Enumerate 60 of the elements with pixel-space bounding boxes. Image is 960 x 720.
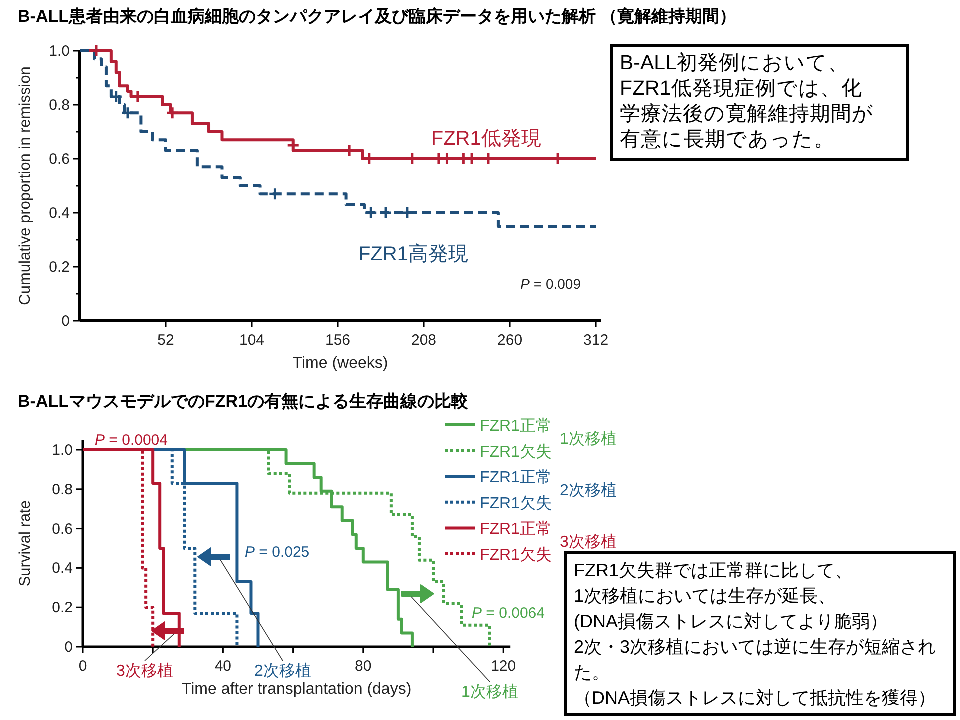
text: 2次・3次移植においては逆に生存が短縮された。 [574, 637, 936, 682]
x-tick-label: 0 [78, 658, 88, 675]
x-tick-label: 104 [239, 332, 265, 349]
y-tick-label: 0.4 [52, 560, 73, 578]
y-tick-label: 0.2 [49, 259, 70, 276]
x-tick-label: 156 [326, 332, 351, 349]
y-tick-label: 0.8 [49, 97, 70, 114]
text: 1次移植 [462, 683, 518, 701]
y-tick-label: 0.4 [49, 205, 70, 222]
series-label: FZR1高発現 [358, 242, 468, 266]
x-tick-label: 260 [498, 332, 523, 349]
point [366, 208, 377, 218]
y-tick-label: 0 [62, 313, 70, 330]
y-tick-label: 1.0 [49, 43, 70, 60]
legend-label: FZR1正常 [480, 417, 552, 435]
chart-title: B-ALLマウスモデルでのFZR1の有無による生存曲線の比較 [18, 392, 470, 411]
y-tick-label: 0.6 [52, 520, 73, 538]
annotation: P = 0.009 [520, 276, 582, 292]
legend-label: FZR1正常 [480, 520, 552, 538]
legend-label: FZR1欠失 [480, 494, 552, 512]
point [270, 188, 281, 200]
x-tick-label: 40 [214, 658, 232, 675]
text: 2次移植 [560, 482, 617, 500]
legend-label: FZR1欠失 [480, 546, 552, 564]
point [122, 108, 134, 119]
chart-title: B-ALL患者由来の白血病細胞のタンパクアレイ及び臨床データを用いた解析 （寛解維持期間） [18, 7, 737, 26]
point [344, 145, 356, 156]
y-axis-title: Survival rate [17, 500, 34, 587]
x-tick-label: 120 [491, 658, 516, 675]
text: (DNA損傷ストレスに対してより脆弱） [574, 612, 888, 632]
annotation: P = 0.025 [245, 544, 310, 561]
text: B-ALL初発例において、FZR1低発現症例では、化学療法後の寛解維持期間が有意に長期であった。 [620, 52, 874, 151]
text: 1次移植においては生存が延長、 [574, 586, 836, 606]
x-tick-label: 312 [584, 332, 609, 349]
x-tick-label: 52 [158, 332, 174, 349]
annotation: P = 0.0064 [472, 605, 545, 622]
y-tick-label: 0 [64, 639, 73, 656]
text: 3次移植 [560, 533, 617, 552]
y-tick-label: 0.6 [49, 151, 70, 168]
point [132, 91, 144, 102]
text: 3次移植 [116, 662, 174, 680]
x-tick-label: 208 [412, 332, 437, 349]
y-tick-label: 0.2 [52, 600, 73, 617]
x-axis-title: Time after transplantation (days) [182, 681, 412, 698]
point [288, 140, 299, 151]
text: （DNA損傷ストレスに対して抵抗性を獲得） [574, 688, 936, 708]
text: 1次移植 [560, 430, 617, 448]
y-axis-title: Cumulative proportion in remission [17, 66, 34, 306]
series-label: FZR1低発現 [431, 128, 542, 150]
y-tick-label: 0.8 [52, 481, 73, 498]
x-axis-title: Time (weeks) [292, 355, 388, 372]
legend-label: FZR1欠失 [480, 442, 552, 461]
text: FZR1欠失群では正常群に比して、 [574, 560, 853, 580]
y-tick-label: 1.0 [52, 442, 73, 459]
point [167, 108, 178, 119]
annotation: P = 0.0004 [95, 432, 168, 449]
text: 2次移植 [254, 662, 312, 680]
x-tick-label: 80 [355, 658, 372, 675]
legend-label: FZR1正常 [480, 468, 552, 487]
point [110, 91, 122, 102]
